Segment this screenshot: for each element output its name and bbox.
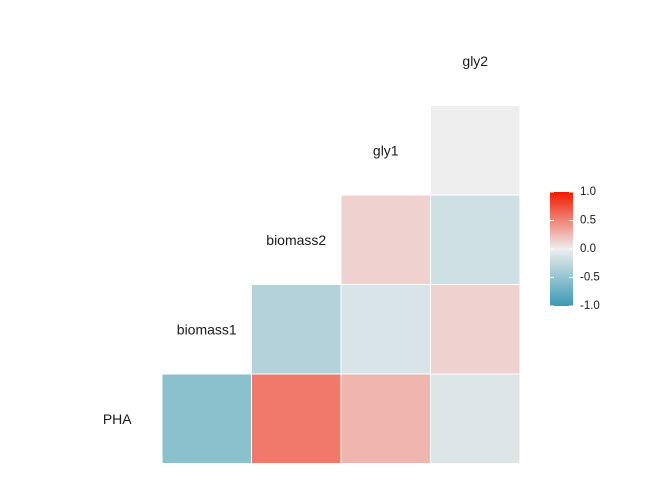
legend-tick-label: 0.5: [580, 215, 596, 227]
heatmap-cell-PHA-gly1: [430, 373, 521, 464]
variable-label-PHA: PHA: [103, 411, 132, 427]
heatmap-cell-biomass1-biomass2: [340, 284, 431, 375]
heatmap-cell-biomass1-gly1: [430, 284, 521, 375]
heatmap-cell-PHA-biomass1: [251, 373, 342, 464]
variable-label-biomass1: biomass1: [177, 321, 237, 337]
variable-labels: PHA biomass1 biomass2 gly1 gly2: [103, 53, 488, 427]
variable-label-gly2: gly2: [462, 53, 488, 69]
heatmap-cell-biomass2-biomass2: [340, 194, 431, 285]
heatmap-cell-PHA-biomass2: [340, 373, 431, 464]
variable-label-gly1: gly1: [373, 142, 399, 158]
legend-tick-label: 0.0: [580, 243, 596, 255]
heatmap-cells: [161, 105, 521, 464]
variable-label-biomass2: biomass2: [266, 232, 326, 248]
legend-tick-label: 1.0: [580, 186, 596, 198]
heatmap-cell-biomass2-gly1: [430, 194, 521, 285]
color-legend: 1.0 0.5 0.0 -0.5 -1.0: [550, 186, 600, 312]
legend-tick-label: -0.5: [580, 272, 600, 284]
legend-tick-label: -1.0: [580, 300, 600, 312]
heatmap-cell-PHA-PHA: [161, 373, 252, 464]
heatmap-cell-biomass1-biomass1: [251, 284, 342, 375]
heatmap-cell-gly1-gly1: [430, 105, 521, 196]
legend-color-bar: [550, 192, 573, 306]
